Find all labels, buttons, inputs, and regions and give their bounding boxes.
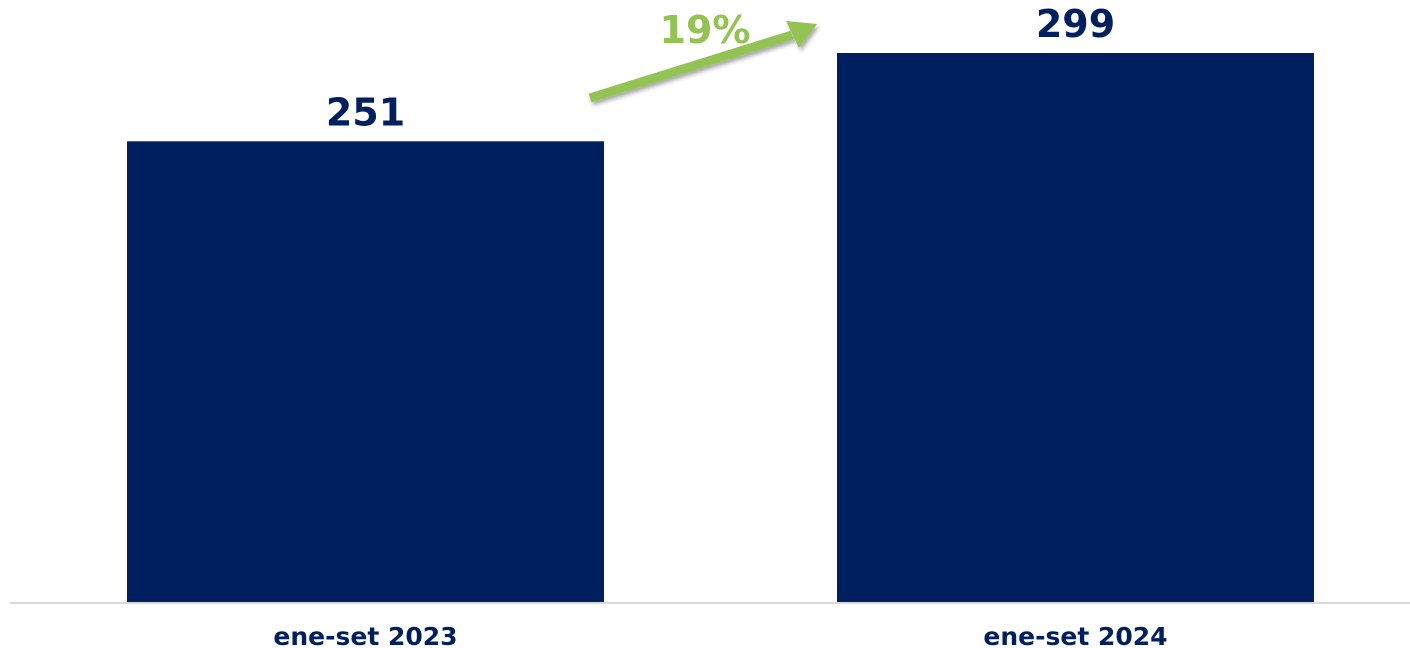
value-labels-layer: 251 299 <box>326 2 1115 134</box>
bars-layer <box>127 53 1314 603</box>
bar-1 <box>127 141 604 603</box>
bar-2 <box>837 53 1314 603</box>
category-label-2: ene-set 2024 <box>983 622 1167 648</box>
category-labels-layer: ene-set 2023 ene-set 2024 <box>273 622 1167 648</box>
category-label-1: ene-set 2023 <box>273 622 457 648</box>
bar-value-label-1: 251 <box>326 90 405 134</box>
growth-percentage-label: 19% <box>660 8 751 52</box>
growth-arrow-icon <box>588 21 817 103</box>
bar-value-label-2: 299 <box>1036 2 1115 46</box>
